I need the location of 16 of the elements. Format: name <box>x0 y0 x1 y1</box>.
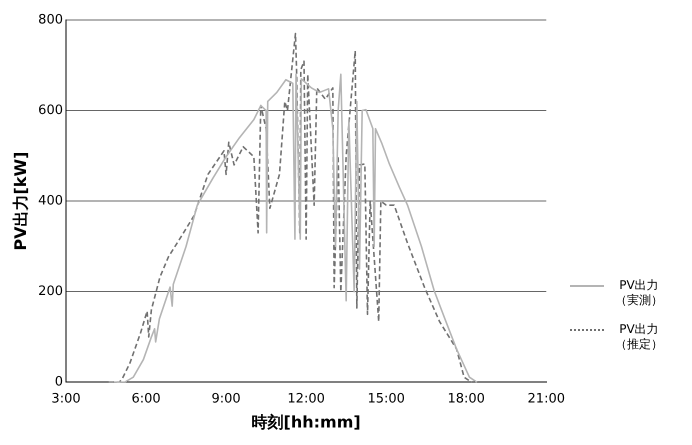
y-tick-label: 200 <box>38 284 64 300</box>
x-tick-label: 9:00 <box>211 391 241 406</box>
x-tick-label: 21:00 <box>528 391 565 406</box>
y-tick-label: 0 <box>54 374 64 390</box>
x-axis-title: 時刻[hh:mm] <box>252 412 361 432</box>
x-tick-label: 15:00 <box>367 391 405 406</box>
x-tick-label: 6:00 <box>131 391 161 406</box>
y-tick-label: 400 <box>38 193 64 208</box>
legend-label: PV出力（実測） <box>614 278 664 308</box>
y-axis-title: PV出力[kW] <box>10 152 30 251</box>
y-tick-label: 600 <box>38 102 64 118</box>
y-tick-label: 800 <box>38 12 64 28</box>
x-tick-label: 18:00 <box>447 391 485 406</box>
x-tick-label: 3:00 <box>51 391 81 406</box>
x-tick-label: 12:00 <box>287 391 325 406</box>
legend-label: PV出力（推定） <box>614 322 664 352</box>
